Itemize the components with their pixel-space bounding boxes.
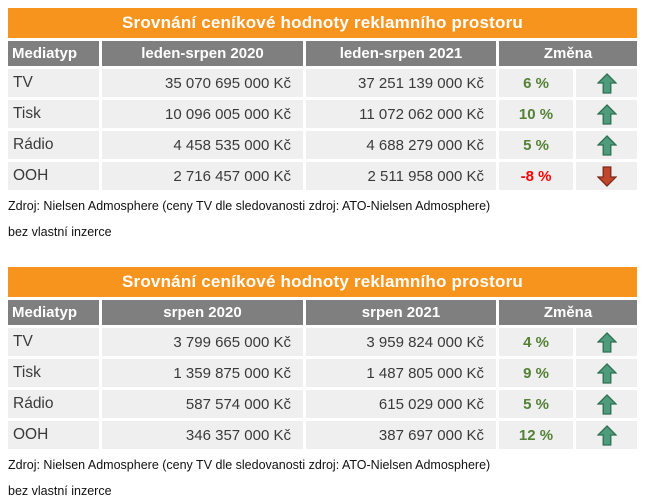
cell-trend [576,328,637,356]
cell-change-percent: 9 % [499,359,573,387]
cell-mediatype: Rádio [8,390,99,418]
cell-mediatype: TV [8,328,99,356]
cell-value-period1: 346 357 000 Kč [102,421,303,449]
price-comparison-table-ytd: Srovnání ceníkové hodnoty reklamního pro… [8,8,637,239]
cell-change-percent: 12 % [499,421,573,449]
cell-change-percent: 6 % [499,69,573,97]
cell-value-period2: 3 959 824 000 Kč [306,328,496,356]
cell-mediatype: Rádio [8,131,99,159]
table-title: Srovnání ceníkové hodnoty reklamního pro… [8,8,637,38]
arrow-up-icon [596,134,617,156]
cell-trend [576,359,637,387]
cell-trend [576,390,637,418]
cell-value-period2: 2 511 958 000 Kč [306,162,496,190]
column-header-period-2020: srpen 2020 [102,300,303,325]
column-header-period-2020: leden-srpen 2020 [102,41,303,66]
cell-value-period2: 1 487 805 000 Kč [306,359,496,387]
cell-mediatype: Tisk [8,359,99,387]
footnote-source: Zdroj: Nielsen Admosphere (ceny TV dle s… [8,199,491,213]
column-header-mediatyp: Mediatyp [8,41,99,66]
arrow-up-icon [596,103,617,125]
cell-value-period1: 4 458 535 000 Kč [102,131,303,159]
data-table: Srovnání ceníkové hodnoty reklamního pro… [8,8,637,190]
cell-change-percent: 4 % [499,328,573,356]
cell-value-period1: 1 359 875 000 Kč [102,359,303,387]
arrow-up-icon [596,362,617,384]
data-table: Srovnání ceníkové hodnoty reklamního pro… [8,267,637,449]
cell-trend [576,131,637,159]
cell-value-period2: 37 251 139 000 Kč [306,69,496,97]
cell-change-percent: 10 % [499,100,573,128]
cell-value-period1: 10 096 005 000 Kč [102,100,303,128]
column-header-mediatyp: Mediatyp [8,300,99,325]
cell-mediatype: Tisk [8,100,99,128]
column-header-change: Změna [499,41,637,66]
cell-trend [576,69,637,97]
cell-value-period2: 615 029 000 Kč [306,390,496,418]
column-header-change: Změna [499,300,637,325]
column-header-period-2021: srpen 2021 [306,300,496,325]
footnote-note: bez vlastní inzerce [8,484,112,498]
cell-value-period2: 11 072 062 000 Kč [306,100,496,128]
cell-change-percent: 5 % [499,390,573,418]
price-comparison-table-august: Srovnání ceníkové hodnoty reklamního pro… [8,267,637,498]
cell-mediatype: OOH [8,162,99,190]
cell-value-period2: 4 688 279 000 Kč [306,131,496,159]
cell-change-percent: -8 % [499,162,573,190]
cell-value-period1: 2 716 457 000 Kč [102,162,303,190]
table-title: Srovnání ceníkové hodnoty reklamního pro… [8,267,637,297]
column-header-period-2021: leden-srpen 2021 [306,41,496,66]
cell-value-period1: 587 574 000 Kč [102,390,303,418]
cell-trend [576,162,637,190]
arrow-up-icon [596,72,617,94]
cell-value-period2: 387 697 000 Kč [306,421,496,449]
cell-value-period1: 3 799 665 000 Kč [102,328,303,356]
arrow-up-icon [596,424,617,446]
footnote-source: Zdroj: Nielsen Admosphere (ceny TV dle s… [8,458,491,472]
cell-change-percent: 5 % [499,131,573,159]
arrow-up-icon [596,331,617,353]
arrow-up-icon [596,393,617,415]
cell-mediatype: OOH [8,421,99,449]
cell-value-period1: 35 070 695 000 Kč [102,69,303,97]
cell-mediatype: TV [8,69,99,97]
footnote-note: bez vlastní inzerce [8,225,112,239]
cell-trend [576,421,637,449]
arrow-down-icon [596,165,617,187]
cell-trend [576,100,637,128]
